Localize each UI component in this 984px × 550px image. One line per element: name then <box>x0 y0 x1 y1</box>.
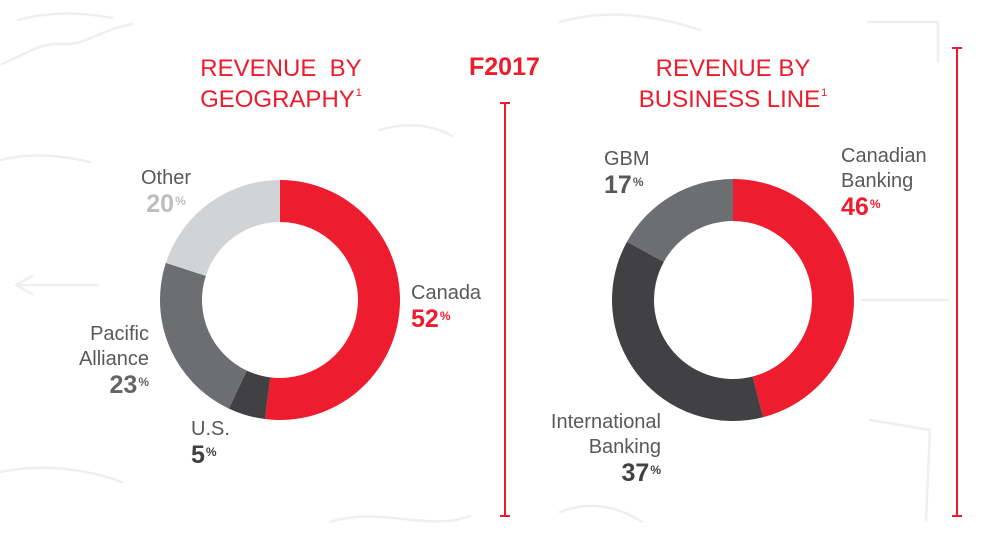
slice-label-other: Other 20% <box>116 166 216 218</box>
sketch-line <box>328 514 472 524</box>
slice-label-international-banking: International Banking 37% <box>511 410 661 487</box>
percent-sign: % <box>869 197 881 211</box>
percent-sign: % <box>439 309 451 323</box>
percent-sign: % <box>632 175 644 189</box>
slice-name: International Banking <box>550 411 661 458</box>
sketch-line <box>558 504 644 524</box>
background-sketch <box>0 12 950 524</box>
slice-canadian-banking <box>733 179 854 418</box>
slice-value: 5 <box>191 441 205 469</box>
sketch-line <box>378 124 454 138</box>
sketch-line <box>16 12 114 22</box>
slice-name: Canadian Banking <box>841 145 927 192</box>
title-line-2: GEOGRAPHY1 <box>181 84 381 115</box>
slice-value: 20 <box>146 190 175 218</box>
slice-name: U.S. <box>191 418 230 440</box>
footnote-marker: 1 <box>821 87 828 99</box>
slice-name: GBM <box>604 148 650 170</box>
slice-value: 52 <box>411 305 439 333</box>
sketch-line <box>0 154 92 164</box>
slice-percentage: 5% <box>191 442 230 469</box>
percent-sign: % <box>138 375 149 389</box>
sketch-line <box>868 418 932 522</box>
geography-chart-title: REVENUE BY GEOGRAPHY1 <box>181 53 381 115</box>
slice-canada <box>264 180 400 420</box>
sketch-line <box>0 22 134 66</box>
sketch-line <box>0 466 124 484</box>
slice-gbm <box>626 179 733 262</box>
slice-percentage: 52% <box>411 306 481 333</box>
title-text: BUSINESS LINE <box>638 86 821 113</box>
title-text: REVENUE BY <box>655 55 811 82</box>
slice-label-us: U.S. 5% <box>191 417 230 469</box>
title-line-1: REVENUE BY <box>613 53 853 84</box>
divider-right <box>952 47 962 517</box>
sketch-line <box>866 20 940 64</box>
title-line-1: REVENUE BY <box>181 53 381 84</box>
slice-percentage: 20% <box>116 191 216 218</box>
slice-value: 37 <box>621 459 650 487</box>
slice-value: 23 <box>109 371 138 399</box>
title-text: GEOGRAPHY <box>200 86 355 113</box>
business-line-chart-title: REVENUE BY BUSINESS LINE1 <box>613 53 853 115</box>
divider-left <box>500 102 510 517</box>
slice-percentage: 37% <box>511 460 661 487</box>
slice-pacific-alliance <box>159 262 247 409</box>
business-line-donut <box>612 179 854 421</box>
footnote-marker: 1 <box>355 87 362 99</box>
percent-sign: % <box>205 445 217 459</box>
percent-sign: % <box>175 194 186 208</box>
slice-label-canada: Canada 52% <box>411 281 481 333</box>
slice-other <box>165 180 280 276</box>
slice-name: Other <box>140 167 192 189</box>
slice-label-pacific-alliance: Pacific Alliance 23% <box>49 322 149 399</box>
slice-percentage: 23% <box>49 372 149 399</box>
slice-label-gbm: GBM 17% <box>604 147 650 199</box>
sketch-line <box>14 274 100 296</box>
fiscal-period-label: F2017 <box>469 53 540 81</box>
slice-percentage: 17% <box>604 172 650 199</box>
slice-name: Canada <box>411 282 482 304</box>
geography-donut <box>159 180 400 420</box>
slice-percentage: 46% <box>841 194 961 221</box>
slice-label-canadian-banking: Canadian Banking 46% <box>841 144 961 221</box>
slice-name: Pacific Alliance <box>78 323 149 370</box>
slice-value: 46 <box>841 193 869 221</box>
sketch-line <box>558 13 702 32</box>
title-line-2: BUSINESS LINE1 <box>613 84 853 115</box>
slice-value: 17 <box>604 171 632 199</box>
slice-international-banking <box>612 241 764 421</box>
slice-u-s <box>228 370 271 420</box>
percent-sign: % <box>650 463 661 477</box>
title-text: REVENUE BY <box>200 55 362 82</box>
